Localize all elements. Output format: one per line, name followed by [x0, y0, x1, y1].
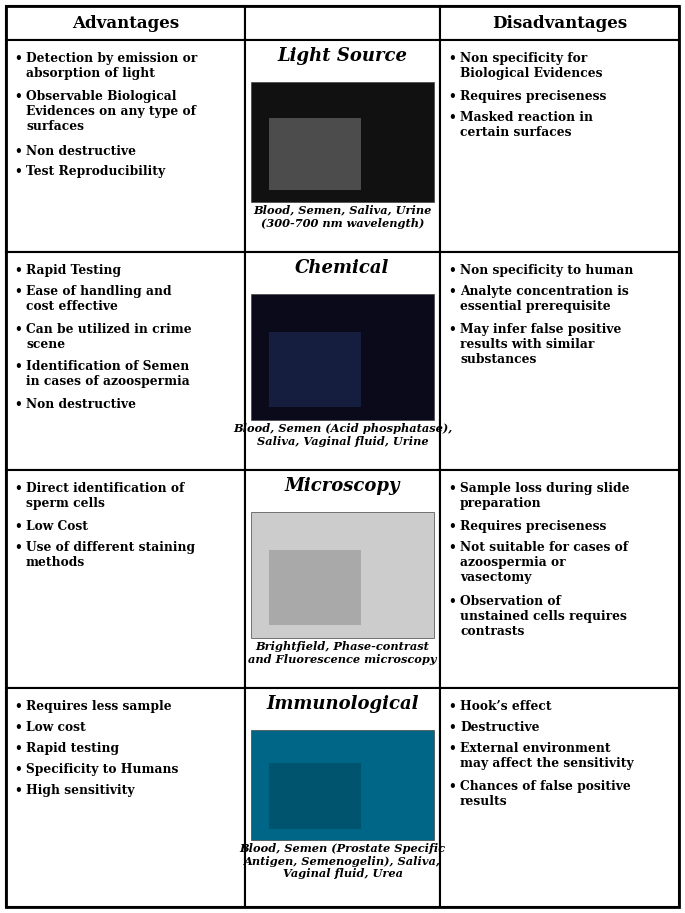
Bar [6, 6, 245, 40]
Text: Requires preciseness: Requires preciseness [460, 519, 606, 533]
Text: Rapid Testing: Rapid Testing [26, 264, 121, 277]
Text: •: • [448, 540, 456, 553]
Text: •: • [448, 741, 456, 755]
Text: •: • [14, 144, 22, 158]
Text: •: • [14, 398, 22, 411]
Bar [6, 252, 245, 470]
Bar [440, 6, 679, 40]
Text: •: • [448, 721, 456, 734]
Bar [251, 730, 434, 840]
Text: Non destructive: Non destructive [26, 398, 136, 411]
Text: •: • [14, 721, 22, 734]
Text: Chemical: Chemical [295, 259, 390, 277]
Text: Low cost: Low cost [26, 721, 86, 734]
Text: •: • [14, 52, 22, 65]
Text: •: • [14, 90, 22, 103]
Text: •: • [448, 519, 456, 533]
Text: •: • [448, 52, 456, 65]
Bar [245, 40, 440, 252]
Text: •: • [448, 110, 456, 124]
Text: Masked reaction in
certain surfaces: Masked reaction in certain surfaces [460, 110, 593, 139]
Text: Immunological: Immunological [266, 695, 419, 713]
Text: Ease of handling and
cost effective: Ease of handling and cost effective [26, 285, 172, 313]
Bar [440, 252, 679, 470]
Text: Use of different staining
methods: Use of different staining methods [26, 540, 195, 569]
Text: Observable Biological
Evidences on any type of
surfaces: Observable Biological Evidences on any t… [26, 90, 196, 133]
Text: •: • [14, 361, 22, 373]
Text: •: • [14, 264, 22, 277]
Text: Advantages: Advantages [72, 15, 179, 32]
Text: •: • [14, 700, 22, 713]
Text: Destructive: Destructive [460, 721, 540, 734]
Text: External environment
may affect the sensitivity: External environment may affect the sens… [460, 741, 634, 770]
Text: •: • [448, 595, 456, 608]
Text: •: • [14, 165, 22, 178]
Text: Identification of Semen
in cases of azoospermia: Identification of Semen in cases of azoo… [26, 361, 190, 388]
Text: •: • [14, 783, 22, 796]
Text: •: • [448, 700, 456, 713]
Text: Requires less sample: Requires less sample [26, 700, 172, 713]
Bar [269, 550, 361, 625]
Text: Disadvantages: Disadvantages [492, 15, 627, 32]
Bar [269, 763, 361, 829]
Text: •: • [448, 285, 456, 298]
Bar [245, 6, 440, 40]
Bar [269, 118, 361, 190]
Text: •: • [14, 519, 22, 533]
Bar [251, 512, 434, 638]
Text: Blood, Semen (Acid phosphatase),
Saliva, Vaginal fluid, Urine: Blood, Semen (Acid phosphatase), Saliva,… [233, 423, 452, 446]
Text: Non destructive: Non destructive [26, 144, 136, 158]
Bar [440, 40, 679, 252]
Text: •: • [14, 540, 22, 553]
Text: •: • [14, 285, 22, 298]
Text: Blood, Semen, Saliva, Urine
(300-700 nm wavelength): Blood, Semen, Saliva, Urine (300-700 nm … [253, 205, 432, 228]
Text: •: • [14, 322, 22, 336]
Text: •: • [14, 482, 22, 495]
Text: Analyte concentration is
essential prerequisite: Analyte concentration is essential prere… [460, 285, 629, 313]
Text: Test Reproducibility: Test Reproducibility [26, 165, 165, 178]
Text: Brightfield, Phase-contrast
and Fluorescence microscopy: Brightfield, Phase-contrast and Fluoresc… [248, 641, 437, 665]
Text: Chances of false positive
results: Chances of false positive results [460, 780, 631, 807]
Text: Direct identification of
sperm cells: Direct identification of sperm cells [26, 482, 184, 510]
Text: Microscopy: Microscopy [285, 477, 400, 495]
Text: •: • [14, 741, 22, 755]
Text: High sensitivity: High sensitivity [26, 783, 134, 796]
Text: May infer false positive
results with similar
substances: May infer false positive results with si… [460, 322, 621, 365]
Text: •: • [448, 482, 456, 495]
Text: Low Cost: Low Cost [26, 519, 88, 533]
Bar [245, 688, 440, 907]
Bar [440, 688, 679, 907]
Bar [269, 331, 361, 407]
Bar [251, 82, 434, 202]
Text: Rapid testing: Rapid testing [26, 741, 119, 755]
Text: Detection by emission or
absorption of light: Detection by emission or absorption of l… [26, 52, 197, 80]
Text: •: • [448, 780, 456, 792]
Text: Not suitable for cases of
azoospermia or
vasectomy: Not suitable for cases of azoospermia or… [460, 540, 628, 583]
Text: Observation of
unstained cells requires
contrasts: Observation of unstained cells requires … [460, 595, 627, 638]
Bar [6, 688, 245, 907]
Text: Non specificity for
Biological Evidences: Non specificity for Biological Evidences [460, 52, 603, 80]
Bar [440, 470, 679, 688]
Text: Blood, Semen (Prostate Specific
Antigen, Semenogelin), Saliva,
Vaginal fluid, Ur: Blood, Semen (Prostate Specific Antigen,… [240, 843, 445, 879]
Bar [251, 294, 434, 420]
Text: Non specificity to human: Non specificity to human [460, 264, 634, 277]
Text: •: • [448, 322, 456, 336]
Text: •: • [448, 90, 456, 103]
Bar [6, 470, 245, 688]
Bar [6, 40, 245, 252]
Text: Sample loss during slide
preparation: Sample loss during slide preparation [460, 482, 630, 510]
Text: Specificity to Humans: Specificity to Humans [26, 762, 178, 776]
Text: Can be utilized in crime
scene: Can be utilized in crime scene [26, 322, 192, 351]
Text: Hook’s effect: Hook’s effect [460, 700, 551, 713]
Bar [245, 470, 440, 688]
Text: Requires preciseness: Requires preciseness [460, 90, 606, 103]
Text: •: • [448, 264, 456, 277]
Text: Light Source: Light Source [277, 47, 408, 65]
Bar [245, 252, 440, 470]
Text: •: • [14, 762, 22, 776]
